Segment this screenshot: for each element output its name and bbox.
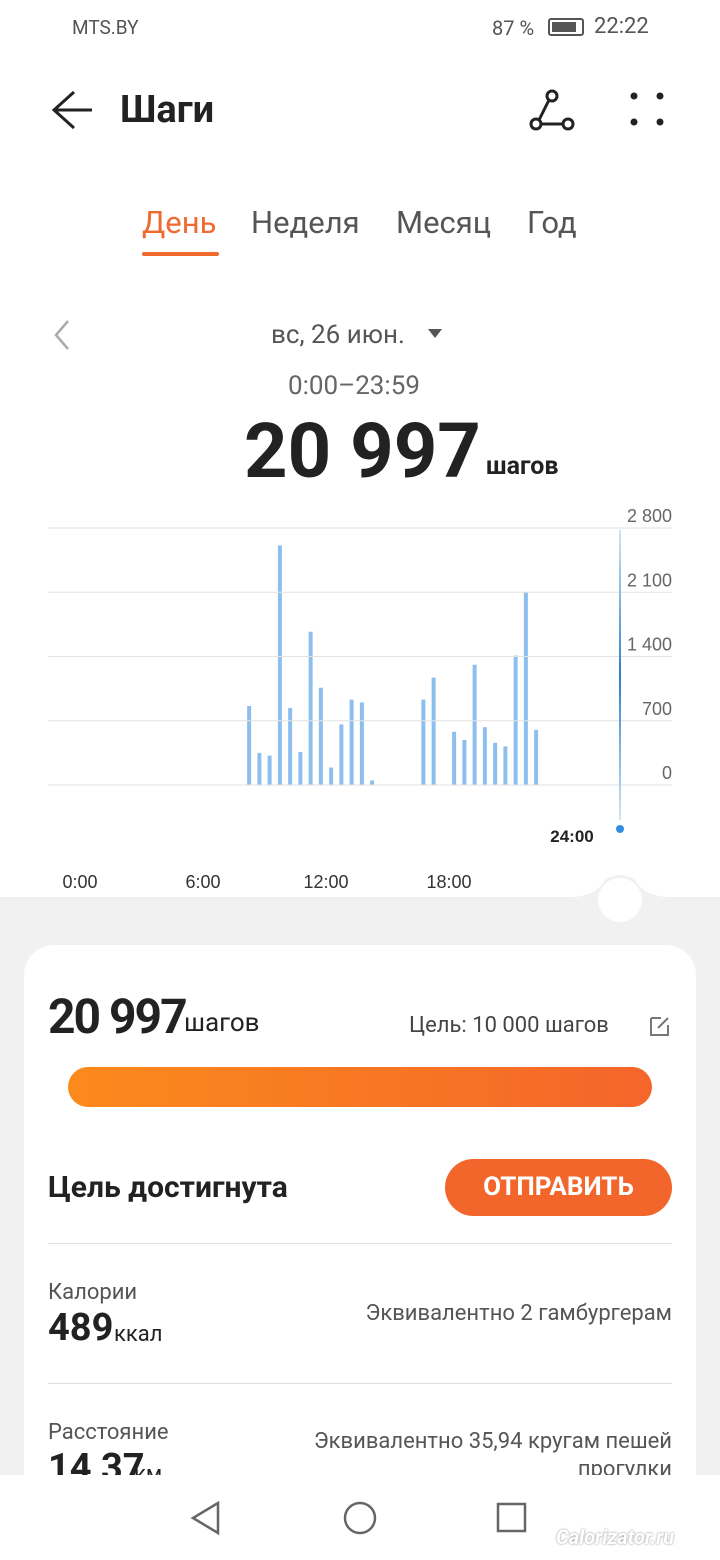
bar: [298, 751, 303, 785]
progress-bar: [68, 1067, 652, 1107]
card-steps: 20 997: [48, 988, 188, 1045]
steps-card: [24, 945, 696, 1560]
goal: Цель: 10 000 шагов: [409, 1013, 609, 1038]
clock: 22:22: [594, 14, 649, 39]
bar: [482, 727, 487, 785]
bar: [349, 699, 354, 785]
y-tick-label: 0: [662, 763, 672, 783]
goal-status: Цель достигнута: [48, 1170, 288, 1205]
tab-day[interactable]: День: [142, 204, 217, 241]
dropdown-arrow[interactable]: [427, 328, 443, 340]
bar: [257, 752, 262, 785]
bar: [462, 740, 467, 785]
tab-indicator: [142, 252, 219, 256]
total-steps: 20 997: [244, 406, 481, 496]
bar: [431, 677, 436, 785]
bar: [277, 545, 282, 785]
nav-bar: Calorizator.ru: [0, 1475, 720, 1560]
date-picker[interactable]: вс, 26 июн.: [271, 320, 405, 350]
total-unit: шагов: [486, 452, 559, 481]
route-button[interactable]: [526, 88, 578, 132]
bar: [339, 724, 344, 785]
cursor-dot: [616, 825, 624, 833]
calories-value: 489: [48, 1306, 114, 1350]
x-tick-label: 12:00: [303, 872, 348, 892]
bar: [421, 699, 426, 785]
x-tick-label: 0:00: [62, 872, 97, 892]
nav-back[interactable]: [188, 1500, 224, 1536]
bar: [329, 767, 334, 785]
y-tick-label: 700: [642, 699, 672, 719]
prev-day[interactable]: [50, 318, 74, 352]
bar: [318, 687, 323, 785]
bar: [534, 729, 539, 785]
calories-equivalent: Эквивалентно 2 гамбургерам: [365, 1301, 673, 1326]
divider: [48, 1383, 672, 1384]
nav-recent[interactable]: [496, 1502, 528, 1534]
carrier: MTS.BY: [72, 16, 139, 39]
distance-equivalent: Эквивалентно 35,94 кругам пешей прогулки: [313, 1429, 672, 1482]
tab-month[interactable]: Месяц: [396, 204, 492, 241]
bar: [247, 706, 252, 785]
cursor-handle[interactable]: [598, 878, 642, 922]
more-button[interactable]: [626, 90, 670, 130]
share-button[interactable]: ОТПРАВИТЬ: [445, 1159, 672, 1216]
x-tick-label: 18:00: [426, 872, 471, 892]
divider: [48, 1243, 672, 1244]
bar: [493, 742, 498, 785]
y-tick-label: 2 100: [627, 570, 672, 590]
back-button[interactable]: [48, 88, 96, 132]
page-title: Шаги: [120, 88, 215, 132]
distance-label: Расстояние: [48, 1420, 169, 1445]
bar: [503, 746, 508, 785]
x-tick-label: 6:00: [185, 872, 220, 892]
tab-week[interactable]: Неделя: [251, 204, 360, 241]
bar: [523, 592, 528, 785]
bar: [288, 707, 293, 785]
bar: [370, 780, 375, 785]
battery: 87 %: [492, 16, 535, 40]
bar: [267, 755, 272, 785]
bar: [308, 631, 313, 785]
edit-goal[interactable]: [648, 1014, 672, 1038]
card-steps-unit: шагов: [184, 1008, 260, 1038]
time-range: 0:00–23:59: [288, 371, 420, 401]
calories-unit: ккал: [114, 1322, 163, 1347]
nav-home[interactable]: [342, 1500, 378, 1536]
bar: [359, 702, 364, 785]
cursor-label: 24:00: [550, 827, 593, 846]
chart: 18:00 12:00 6:00 0:00 2 800 2 100 1 400 700 0 24…: [48, 506, 672, 922]
y-tick-label: 1 400: [627, 635, 672, 655]
battery-icon: [548, 18, 584, 36]
y-tick-label: 2 800: [627, 506, 672, 526]
watermark: Calorizator.ru: [556, 1525, 675, 1549]
cursor-line: [619, 530, 621, 820]
tab-year[interactable]: Год: [527, 204, 577, 241]
bar: [452, 731, 457, 785]
calories-label: Калории: [48, 1280, 138, 1305]
bar: [472, 664, 477, 785]
